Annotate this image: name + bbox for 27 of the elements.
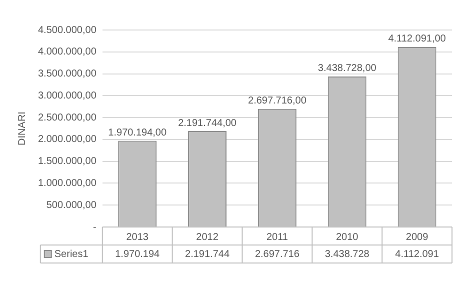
legend-label: Series1 — [54, 248, 89, 260]
y-tick-label: 1.500.000,00 — [38, 156, 97, 168]
text: 2.191.744 — [185, 248, 230, 260]
y-tick-label: 2.500.000,00 — [38, 112, 97, 124]
data-label: 1.970.194,00 — [108, 128, 167, 138]
y-tick-label: 3.000.000,00 — [38, 90, 97, 102]
x-tick-label: 2012 — [196, 232, 219, 243]
y-tick-label: 3.500.000,00 — [38, 68, 97, 80]
x-tick-label: 2010 — [336, 232, 359, 243]
y-axis-title: DINARI — [16, 112, 28, 146]
data-label: 3.438.728,00 — [318, 63, 377, 74]
x-tick-label: 2011 — [266, 232, 288, 243]
x-tick-label: 2009 — [406, 232, 429, 243]
x-tick-label: 2013 — [126, 232, 149, 243]
y-tick-label: 2.000.000,00 — [38, 134, 97, 146]
text: 3.438.728 — [324, 248, 370, 260]
text: 2.697.716 — [254, 248, 300, 260]
data-label: 2.697.716,00 — [248, 96, 307, 107]
text: 1.970.194 — [115, 248, 160, 260]
y-tick-label: 4.500.000,00 — [38, 24, 97, 36]
y-tick-label: 4.000.000,00 — [38, 46, 97, 58]
y-tick-label: 500.000,00 — [46, 200, 97, 211]
data-label: 4.112.091,00 — [388, 34, 446, 45]
data-label: 2.191.744,00 — [178, 118, 237, 129]
text: 4.112.091 — [395, 248, 440, 260]
y-tick-label: - — [93, 222, 96, 233]
y-tick-label: 1.000.000,00 — [38, 178, 97, 189]
